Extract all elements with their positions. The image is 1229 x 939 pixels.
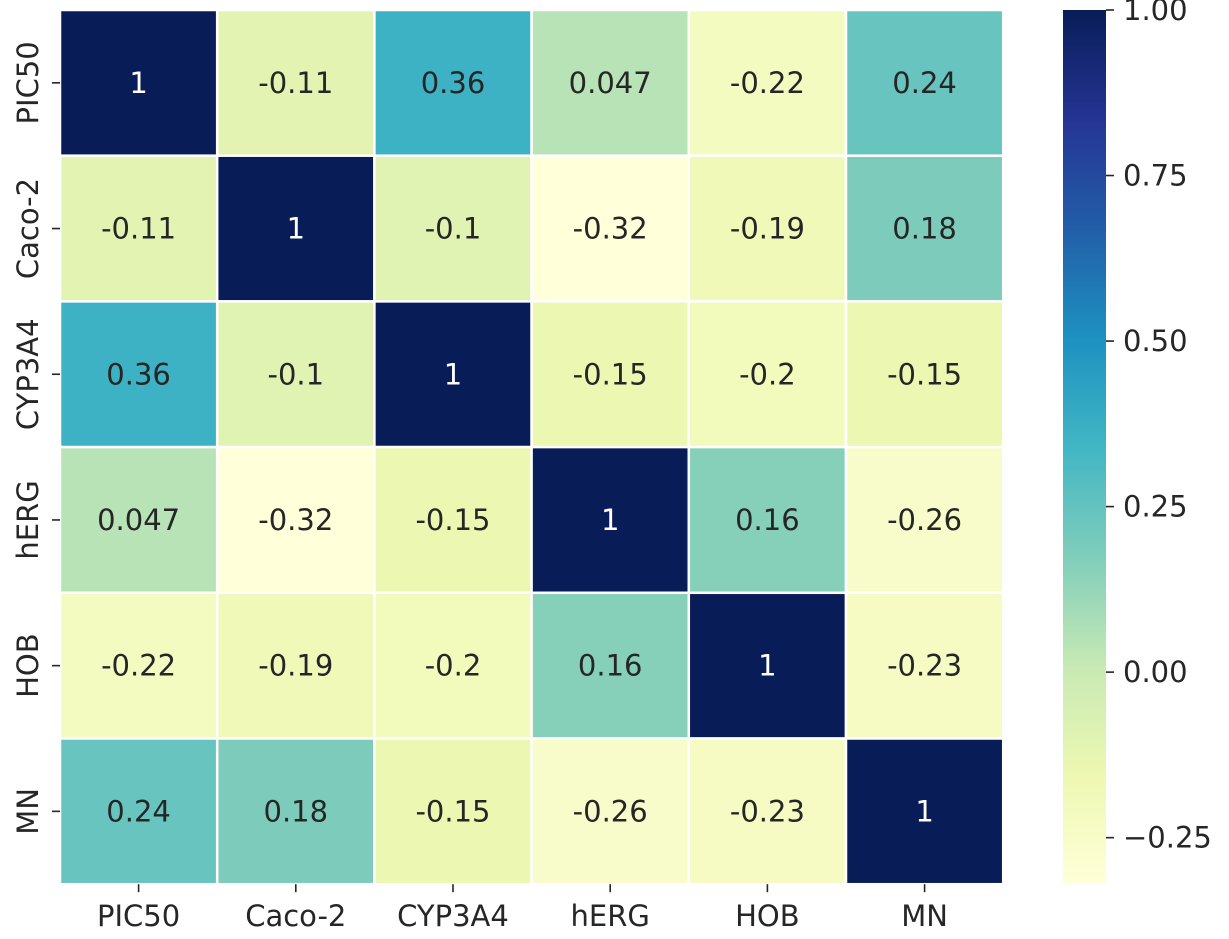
y-tick-label: Caco-2 [11,178,45,279]
cell-value-label: -0.32 [258,503,333,537]
heatmap-cell-hob-cyp3a4 [373,591,533,740]
cell-value-label: 0.047 [97,503,180,537]
cell-value-label: 1 [129,66,147,100]
heatmap-cell-herg-hob [687,445,848,595]
heatmap-cells [58,8,1005,886]
cell-value-label: -0.1 [268,357,325,391]
heatmap-cell-hob-pic50 [58,591,219,740]
heatmap-cell-pic50-caco-2 [215,8,376,157]
colorbar-tick-label: 0.25 [1123,490,1188,524]
cell-value-label: 0.16 [578,649,643,683]
cell-value-label: -0.11 [101,212,176,246]
cell-value-label: -0.19 [258,649,333,683]
y-tick-label: HOB [11,633,45,698]
cell-value-label: 1 [915,794,933,828]
heatmap-cell-caco-2-mn [844,154,1005,303]
cell-value-label: 0.18 [264,794,329,828]
cell-value-label: 0.36 [421,66,486,100]
cell-value-label: 1 [601,503,619,537]
x-tick-label: CYP3A4 [397,899,509,933]
x-axis: PIC50 Caco-2 CYP3A4 hERG HOB MN [97,884,948,933]
cell-value-label: -0.32 [573,212,648,246]
heatmap-cell-mn-mn [844,737,1005,886]
cell-value-label: -0.1 [425,212,482,246]
cell-value-label: -0.26 [887,503,962,537]
cell-value-label: -0.22 [101,649,176,683]
cell-value-label: 0.18 [892,212,957,246]
cell-value-label: 1 [287,212,305,246]
cell-value-label: -0.15 [573,357,648,391]
heatmap-cell-hob-mn [844,591,1005,740]
colorbar-tick-label: 1.00 [1123,0,1188,27]
cell-value-label: 0.36 [106,357,171,391]
colorbar: 1.00 0.75 0.50 0.25 0.00 −0.25 [1063,0,1212,884]
heatmap-cell-cyp3a4-mn [844,300,1005,449]
cell-value-label: 1 [758,649,776,683]
cell-value-label: -0.2 [739,357,796,391]
y-tick-label: hERG [11,480,45,559]
cell-value-label: -0.22 [730,66,805,100]
heatmap-cell-cyp3a4-hob [687,300,848,449]
cell-value-label: -0.15 [415,503,490,537]
heatmap-cell-caco-2-caco-2 [215,154,376,303]
heatmap-cell-pic50-pic50 [58,8,219,157]
x-tick-label: MN [901,899,948,933]
heatmap-cell-cyp3a4-caco-2 [215,300,376,449]
heatmap-cell-hob-herg [530,591,691,740]
cell-value-label: 0.24 [892,66,957,100]
heatmap-cell-herg-caco-2 [215,445,376,595]
heatmap-cell-herg-cyp3a4 [373,445,533,595]
x-tick-label: HOB [735,899,800,933]
heatmap-cell-pic50-mn [844,8,1005,157]
cell-value-label: -0.23 [730,794,805,828]
cell-value-label: 0.16 [735,503,800,537]
heatmap-cell-hob-hob [687,591,848,740]
x-tick-label: hERG [571,899,650,933]
cell-value-label: -0.19 [730,212,805,246]
heatmap-cell-cyp3a4-herg [530,300,691,449]
heatmap-cell-caco-2-herg [530,154,691,303]
cell-value-label: -0.23 [887,649,962,683]
cell-value-label: -0.15 [887,357,962,391]
cell-value-label: 1 [444,357,462,391]
heatmap-cell-herg-herg [530,445,691,595]
heatmap-annotations: 1 -0.11 0.36 0.047 -0.22 0.24-0.11 1 -0.1 -0.32-… [97,66,962,828]
heatmap-cell-pic50-cyp3a4 [373,8,533,157]
cell-value-label: 0.24 [106,794,171,828]
cell-value-label: -0.11 [258,66,333,100]
cell-value-label: -0.2 [425,649,482,683]
colorbar-gradient [1063,10,1106,884]
heatmap-cell-herg-pic50 [58,445,219,595]
y-tick-label: MN [11,788,45,835]
y-axis: PIC50 Caco-2 CYP3A4 hERG HOB MN [11,41,60,835]
x-tick-label: Caco-2 [245,899,346,933]
colorbar-tick-label: −0.25 [1123,821,1212,855]
colorbar-tick-label: 0.75 [1123,159,1188,193]
colorbar-tick-label: 0.50 [1123,324,1188,358]
heatmap-cell-herg-mn [844,445,1005,595]
cell-value-label: -0.26 [573,794,648,828]
y-tick-label: CYP3A4 [11,318,45,430]
heatmap-cell-mn-pic50 [58,737,219,886]
cell-value-label: -0.15 [415,794,490,828]
y-tick-label: PIC50 [11,41,45,124]
x-tick-label: PIC50 [97,899,180,933]
cell-value-label: 0.047 [569,66,652,100]
colorbar-tick-label: 0.00 [1123,655,1188,689]
